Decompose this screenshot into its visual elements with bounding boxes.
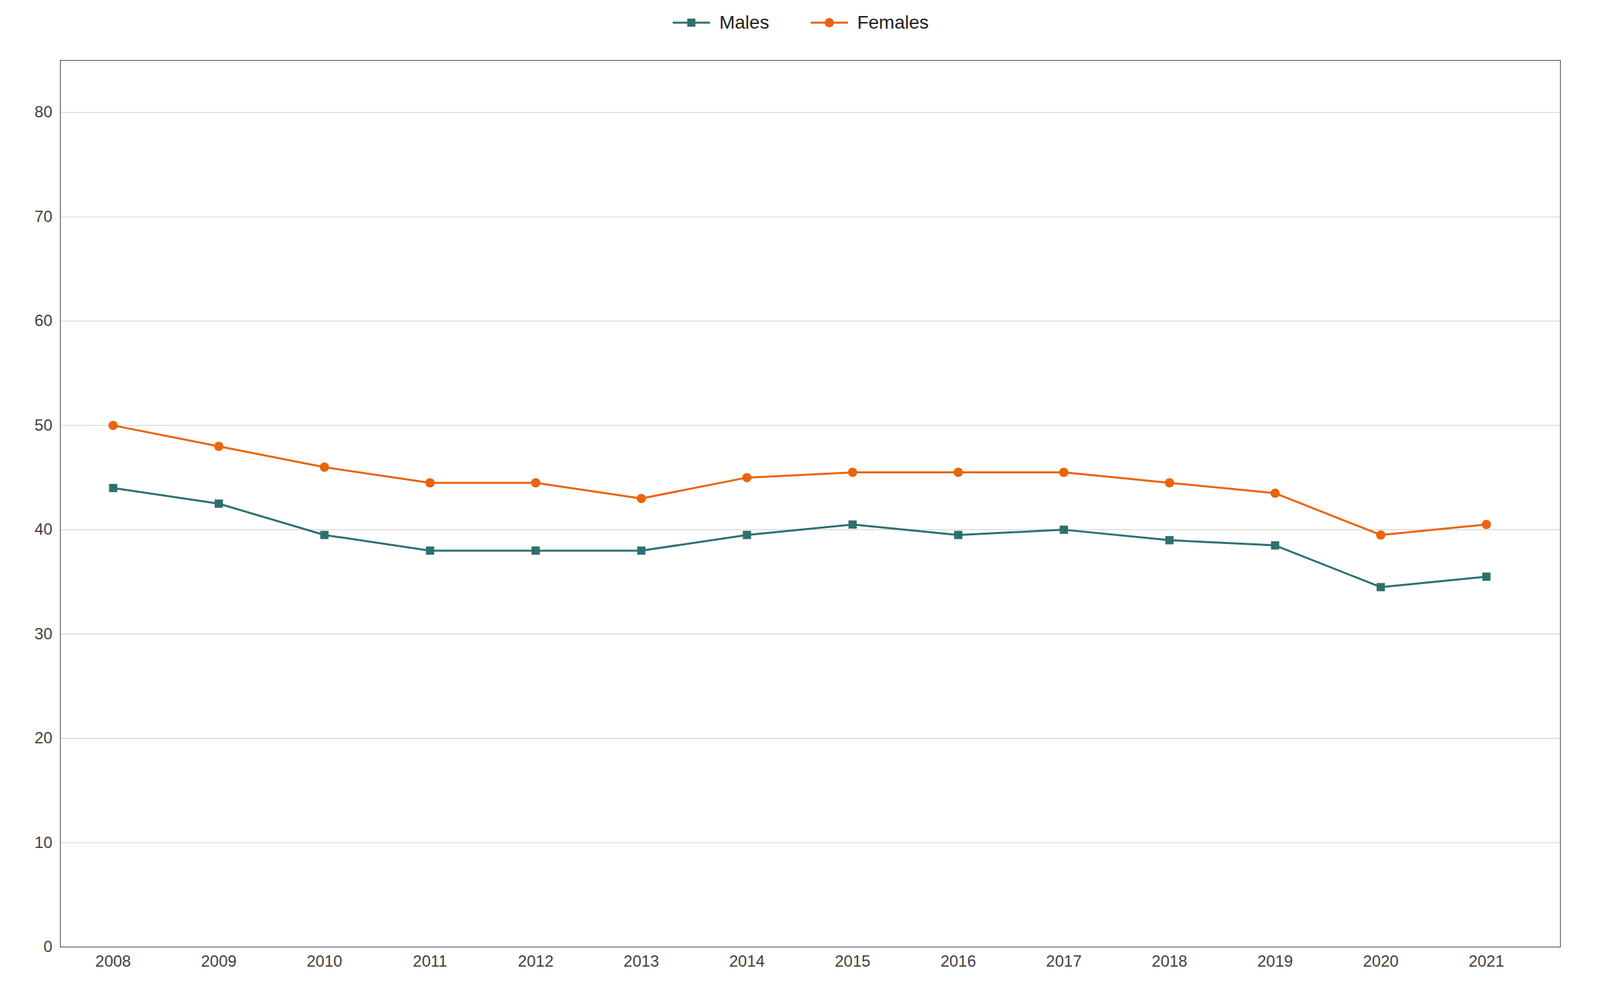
svg-text:10: 10 <box>34 833 53 852</box>
svg-text:80: 80 <box>34 102 53 121</box>
html-text:Males: Males <box>719 12 770 33</box>
svg-text:2014: 2014 <box>729 952 765 970</box>
svg-text:2016: 2016 <box>940 952 976 970</box>
svg-text:0: 0 <box>43 937 52 956</box>
svg-text:60: 60 <box>34 311 53 330</box>
svg-text:50: 50 <box>34 416 53 434</box>
svg-text:2019: 2019 <box>1257 952 1293 970</box>
html-text:Females: Females <box>857 12 929 33</box>
svg-text:2009: 2009 <box>200 952 236 970</box>
svg-text:2021: 2021 <box>1468 952 1504 970</box>
svg-text:40: 40 <box>34 520 53 538</box>
svg-text:2015: 2015 <box>834 952 870 970</box>
svg-text:2017: 2017 <box>1046 952 1082 970</box>
svg-text:70: 70 <box>34 207 53 226</box>
svg-text:20: 20 <box>34 728 53 747</box>
svg-text:2020: 2020 <box>1362 952 1398 970</box>
svg-text:2008: 2008 <box>95 952 131 970</box>
svg-text:30: 30 <box>34 624 53 643</box>
svg-text:2012: 2012 <box>518 952 554 970</box>
svg-text:2011: 2011 <box>412 952 448 970</box>
svg-text:2013: 2013 <box>623 952 659 970</box>
svg-text:2018: 2018 <box>1152 952 1188 970</box>
svg-text:2010: 2010 <box>306 952 342 970</box>
